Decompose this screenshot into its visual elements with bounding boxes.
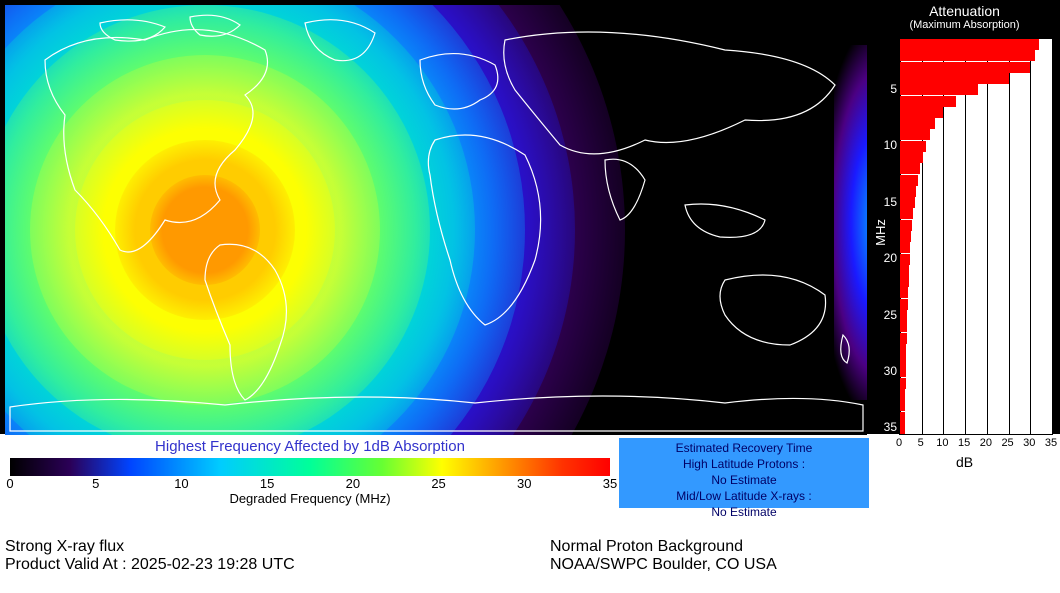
attenuation-ytick: 5 <box>874 82 897 96</box>
attenuation-bar <box>900 175 918 186</box>
legend-tick: 5 <box>81 476 111 491</box>
attenuation-bar <box>900 423 905 434</box>
attenuation-xtick: 5 <box>911 437 931 449</box>
attenuation-bar <box>900 333 907 344</box>
legend-gradient <box>10 458 610 476</box>
footer-right2: NOAA/SWPC Boulder, CO USA <box>550 556 777 574</box>
world-map <box>5 5 867 435</box>
attenuation-bar <box>900 152 923 163</box>
footer-line2-label: Product Valid At : <box>5 556 131 573</box>
legend-tick: 25 <box>424 476 454 491</box>
attenuation-gridline <box>1052 39 1053 434</box>
attenuation-bar <box>900 400 905 411</box>
attenuation-bar <box>900 197 915 208</box>
attenuation-bar <box>900 287 908 298</box>
attenuation-bar <box>900 321 907 332</box>
footer-left: Strong X-ray flux Product Valid At : 202… <box>5 538 295 574</box>
attenuation-ytick: 15 <box>874 195 897 209</box>
legend-tick: 20 <box>338 476 368 491</box>
legend-tick: 10 <box>166 476 196 491</box>
recovery-row1-value: No Estimate <box>623 472 865 488</box>
legend-title: Highest Frequency Affected by 1dB Absorp… <box>5 438 615 455</box>
legend-tick: 15 <box>252 476 282 491</box>
attenuation-bar <box>900 355 906 366</box>
attenuation-bar <box>900 208 913 219</box>
attenuation-bar <box>900 412 905 423</box>
attenuation-bar <box>900 73 1009 84</box>
attenuation-xtick: 15 <box>954 437 974 449</box>
attenuation-bar <box>900 220 912 231</box>
attenuation-ylabel: MHz <box>873 219 888 246</box>
recovery-row1-label: High Latitude Protons : <box>623 456 865 472</box>
footer-right1: Normal Proton Background <box>550 538 777 556</box>
attenuation-panel: Attenuation (Maximum Absorption) MHz 510… <box>872 0 1057 470</box>
attenuation-bar <box>900 186 916 197</box>
attenuation-chart <box>899 38 1053 435</box>
attenuation-gridline <box>1030 39 1031 434</box>
recovery-box: Estimated Recovery Time High Latitude Pr… <box>619 438 869 508</box>
attenuation-xtick: 20 <box>976 437 996 449</box>
footer-line2-value: 2025-02-23 19:28 UTC <box>131 556 295 573</box>
attenuation-bar <box>900 129 930 140</box>
attenuation-bar <box>900 254 910 265</box>
attenuation-gridline <box>987 39 988 434</box>
legend-xlabel: Degraded Frequency (MHz) <box>5 491 615 506</box>
attenuation-bar <box>900 141 926 152</box>
attenuation-xtick: 25 <box>998 437 1018 449</box>
legend-tick: 30 <box>509 476 539 491</box>
attenuation-bar <box>900 389 905 400</box>
attenuation-title: Attenuation <box>872 3 1057 19</box>
attenuation-bar <box>900 378 906 389</box>
attenuation-bar <box>900 39 1039 50</box>
attenuation-bar <box>900 107 943 118</box>
footer-line2: Product Valid At : 2025-02-23 19:28 UTC <box>5 556 295 574</box>
recovery-row2-label: Mid/Low Latitude X-rays : <box>623 488 865 504</box>
attenuation-gridline <box>1009 39 1010 434</box>
attenuation-ytick: 10 <box>874 138 897 152</box>
attenuation-bar <box>900 344 906 355</box>
attenuation-bar <box>900 310 907 321</box>
attenuation-xtick: 0 <box>889 437 909 449</box>
attenuation-bar <box>900 50 1035 61</box>
attenuation-bar <box>900 366 906 377</box>
attenuation-ytick: 30 <box>874 364 897 378</box>
attenuation-bar <box>900 96 956 107</box>
attenuation-bar <box>900 265 909 276</box>
attenuation-ytick: 20 <box>874 251 897 265</box>
attenuation-bar <box>900 231 911 242</box>
attenuation-subtitle: (Maximum Absorption) <box>872 19 1057 31</box>
attenuation-bar <box>900 62 1030 73</box>
colorbar-legend: Highest Frequency Affected by 1dB Absorp… <box>5 438 615 508</box>
page-root: Attenuation (Maximum Absorption) MHz 510… <box>0 0 1060 593</box>
attenuation-xlabel: dB <box>872 454 1057 470</box>
attenuation-bar <box>900 163 920 174</box>
recovery-title: Estimated Recovery Time <box>623 440 865 456</box>
attenuation-bar <box>900 276 909 287</box>
attenuation-ytick: 25 <box>874 308 897 322</box>
attenuation-xtick: 10 <box>932 437 952 449</box>
attenuation-gridline <box>965 39 966 434</box>
legend-tick: 0 <box>0 476 25 491</box>
coastlines-svg <box>5 5 867 435</box>
attenuation-xtick: 30 <box>1019 437 1039 449</box>
recovery-row2-value: No Estimate <box>623 504 865 520</box>
attenuation-bar <box>900 118 935 129</box>
footer-line1: Strong X-ray flux <box>5 538 295 556</box>
attenuation-bar <box>900 84 978 95</box>
attenuation-bar <box>900 242 910 253</box>
attenuation-xtick: 35 <box>1041 437 1060 449</box>
attenuation-bar <box>900 299 908 310</box>
attenuation-ytick: 35 <box>874 420 897 434</box>
footer-right: Normal Proton Background NOAA/SWPC Bould… <box>550 538 777 574</box>
